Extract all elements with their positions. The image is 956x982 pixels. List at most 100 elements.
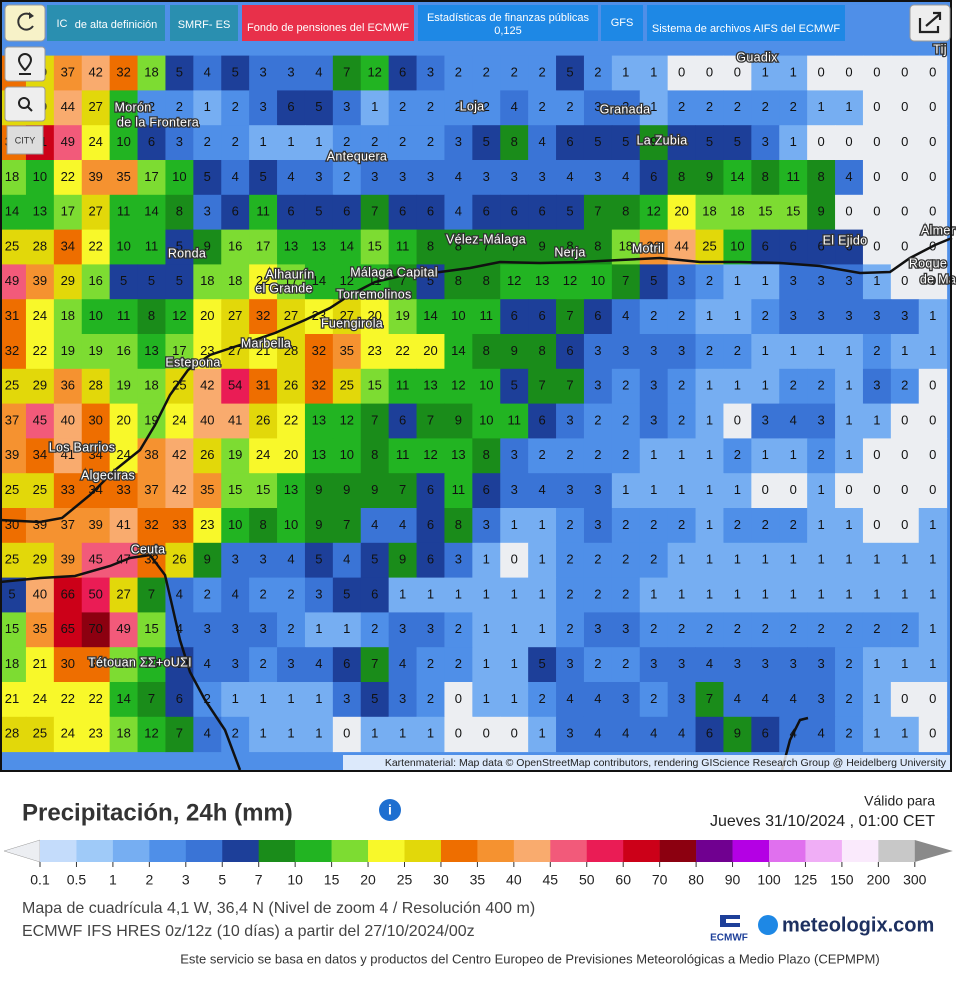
grid-value: 3 <box>817 273 824 288</box>
precip-cell <box>779 368 808 405</box>
fondo-label: Fondo de pensiones del ECMWF <box>247 22 409 34</box>
precip-cell <box>667 438 697 474</box>
location-button[interactable] <box>4 46 46 82</box>
smrf-button[interactable] <box>170 5 238 41</box>
grid-value: 1 <box>538 517 545 532</box>
grid-value: 28 <box>33 238 47 253</box>
precip-cell <box>388 682 418 718</box>
precip-cell <box>249 55 278 91</box>
precip-cell <box>81 438 111 474</box>
precip-cell <box>249 160 278 196</box>
precip-cell <box>751 229 780 265</box>
grid-value: 2 <box>678 308 685 323</box>
precip-cell <box>0 647 27 683</box>
grid-value: 32 <box>312 343 326 358</box>
grid-value: 11 <box>145 238 159 253</box>
scale-tick-label: 200 <box>867 872 891 888</box>
precip-cell <box>583 542 613 579</box>
precip-cell <box>583 438 613 474</box>
precip-cell <box>81 229 111 265</box>
grid-value: 26 <box>200 447 214 462</box>
grid-value: 66 <box>61 586 75 601</box>
grid-value: 31 <box>256 378 270 393</box>
precip-cell <box>500 473 529 509</box>
precip-cell <box>500 508 529 544</box>
grid-value: 23 <box>200 517 214 532</box>
precip-cell <box>918 508 948 544</box>
grid-value: 39 <box>33 273 47 288</box>
ic-label: IC <box>57 18 68 30</box>
precip-cell <box>667 299 697 335</box>
precip-cell <box>137 577 166 613</box>
precip-cell <box>25 160 55 196</box>
grid-value: 1 <box>817 586 824 601</box>
grid-value: 14 <box>5 204 19 219</box>
precip-cell <box>332 229 362 265</box>
precip-cell <box>81 403 111 439</box>
precip-cell <box>165 264 194 300</box>
precip-cell <box>277 334 306 370</box>
precip-cell <box>332 438 362 474</box>
grid-value: 14 <box>730 169 744 184</box>
grid-value: 2 <box>204 586 211 601</box>
precip-cell <box>304 716 334 753</box>
grid-value: 17 <box>172 343 186 358</box>
grid-value: 4 <box>399 517 406 532</box>
grid-value: 6 <box>538 308 545 323</box>
grid-value: 6 <box>845 238 852 253</box>
grid-value: 6 <box>566 343 573 358</box>
place-name: Granada <box>600 102 651 116</box>
grid-value: 1 <box>901 552 908 567</box>
precip-cell <box>556 334 585 370</box>
precip-cell <box>388 299 418 335</box>
precip-cell <box>500 682 529 718</box>
grid-value: 4 <box>343 552 350 567</box>
grid-value: 1 <box>790 64 797 79</box>
precip-cell <box>444 647 473 683</box>
precip-cell <box>472 403 501 439</box>
grid-value: 1 <box>929 343 936 358</box>
place-name: Roque <box>909 256 947 270</box>
precip-cell <box>528 612 557 648</box>
grid-value: 2 <box>287 586 294 601</box>
sistema-button[interactable] <box>647 5 845 41</box>
grid-value: 2 <box>232 134 239 149</box>
precip-cell <box>500 542 529 579</box>
precip-cell <box>695 125 724 161</box>
city-button[interactable] <box>6 125 44 155</box>
ic-button[interactable] <box>47 5 165 41</box>
grid-value: 5 <box>594 134 601 149</box>
grid-value: 8 <box>455 238 462 253</box>
grid-value: 5 <box>259 169 266 184</box>
precip-cell <box>639 194 669 231</box>
fondo-button[interactable] <box>242 5 414 41</box>
info-icon[interactable] <box>379 799 401 821</box>
grid-value: 7 <box>566 378 573 393</box>
precip-cell <box>779 160 808 196</box>
grid-value: 9 <box>371 482 378 497</box>
scale-tick-label: 125 <box>794 872 818 888</box>
precip-cell <box>890 473 920 509</box>
grid-value: 1 <box>734 273 741 288</box>
zoom-button[interactable] <box>4 86 46 122</box>
grid-value: 7 <box>706 691 713 706</box>
grid-value: 2 <box>148 99 155 114</box>
grid-value: 1 <box>845 343 852 358</box>
scale-tick-label: 45 <box>543 872 559 888</box>
scale-segment <box>623 840 660 862</box>
grid-value: 11 <box>452 482 466 497</box>
precip-cell <box>918 577 948 613</box>
grid-value: 4 <box>204 656 211 671</box>
grid-value: 3 <box>873 378 880 393</box>
grid-value: 2 <box>204 134 211 149</box>
precip-cell <box>556 299 585 335</box>
precip-cell <box>221 438 250 474</box>
precip-cell <box>528 647 557 683</box>
estad-button[interactable] <box>418 5 598 41</box>
grid-value: 15 <box>5 621 19 636</box>
gfs-button[interactable] <box>601 5 643 41</box>
refresh-button[interactable] <box>4 4 46 42</box>
grid-value: 4 <box>371 517 378 532</box>
precip-cell <box>137 647 166 683</box>
precip-cell <box>862 194 892 231</box>
